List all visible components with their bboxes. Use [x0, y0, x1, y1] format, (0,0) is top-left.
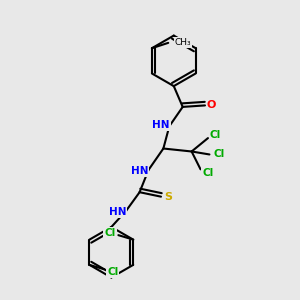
- Text: Cl: Cl: [107, 267, 118, 277]
- Text: HN: HN: [109, 207, 126, 217]
- Text: CH₃: CH₃: [175, 38, 191, 47]
- Text: O: O: [207, 100, 216, 110]
- Text: HN: HN: [131, 167, 148, 176]
- Text: Cl: Cl: [104, 228, 116, 238]
- Text: S: S: [164, 192, 172, 202]
- Text: Cl: Cl: [210, 130, 221, 140]
- Text: Cl: Cl: [213, 149, 225, 160]
- Text: HN: HN: [152, 120, 170, 130]
- Text: Cl: Cl: [202, 168, 214, 178]
